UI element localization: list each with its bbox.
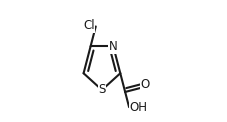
- Text: S: S: [98, 83, 105, 97]
- Text: O: O: [140, 78, 149, 92]
- Text: N: N: [109, 40, 117, 53]
- Text: Cl: Cl: [83, 19, 94, 32]
- Text: OH: OH: [129, 101, 147, 114]
